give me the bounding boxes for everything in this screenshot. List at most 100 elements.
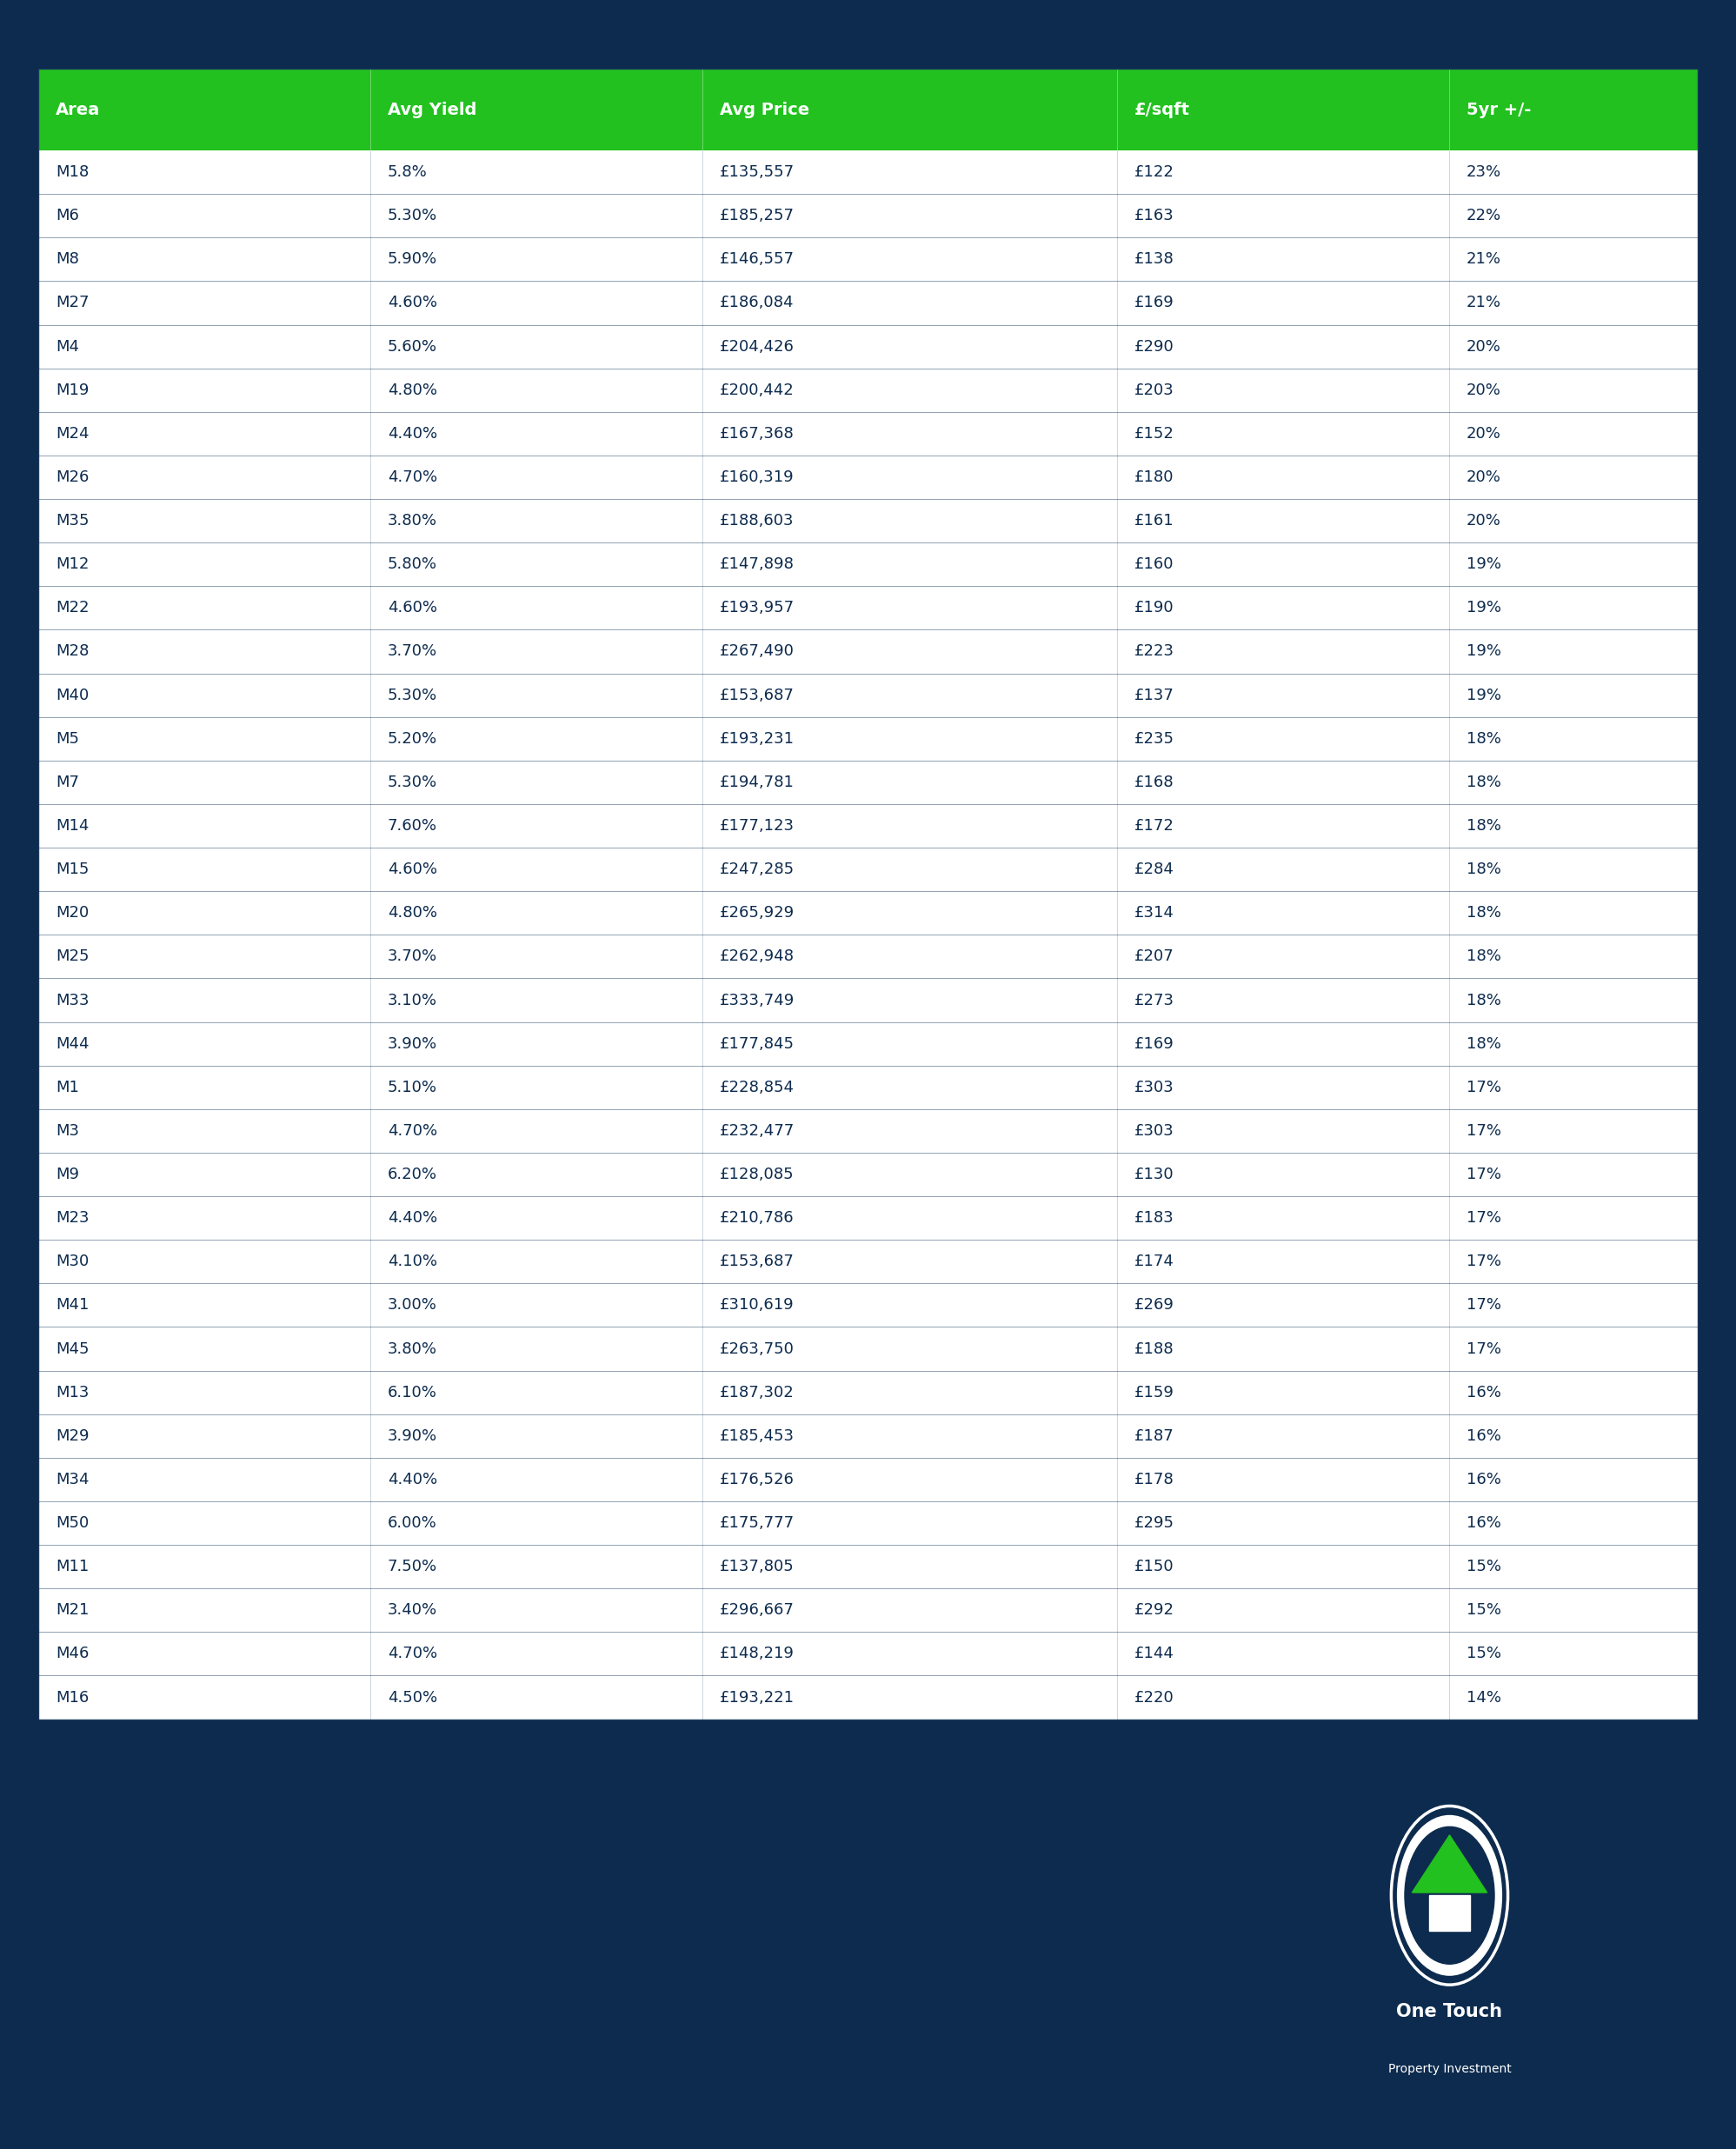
Bar bbox=[38, 892, 1698, 935]
Text: 3.70%: 3.70% bbox=[387, 948, 437, 965]
Text: 4.60%: 4.60% bbox=[387, 294, 437, 312]
Text: 5.30%: 5.30% bbox=[387, 688, 437, 703]
Bar bbox=[38, 456, 1698, 499]
Text: £185,453: £185,453 bbox=[719, 1429, 793, 1444]
Text: M14: M14 bbox=[56, 819, 89, 834]
Text: 4.60%: 4.60% bbox=[387, 600, 437, 617]
Bar bbox=[38, 542, 1698, 587]
Text: 5.30%: 5.30% bbox=[387, 208, 437, 223]
Text: £163: £163 bbox=[1134, 208, 1174, 223]
Text: M15: M15 bbox=[56, 862, 89, 877]
Text: £138: £138 bbox=[1134, 251, 1174, 266]
Bar bbox=[38, 413, 1698, 456]
Text: £295: £295 bbox=[1134, 1515, 1174, 1530]
Text: £207: £207 bbox=[1134, 948, 1174, 965]
Bar bbox=[38, 847, 1698, 892]
Text: M35: M35 bbox=[56, 514, 89, 529]
Text: £290: £290 bbox=[1134, 340, 1174, 355]
Text: M8: M8 bbox=[56, 251, 78, 266]
Text: 16%: 16% bbox=[1467, 1429, 1502, 1444]
Text: £148,219: £148,219 bbox=[719, 1646, 793, 1661]
Text: £303: £303 bbox=[1134, 1124, 1174, 1139]
Bar bbox=[38, 935, 1698, 978]
Text: 3.40%: 3.40% bbox=[387, 1603, 437, 1618]
Text: 3.00%: 3.00% bbox=[387, 1298, 437, 1313]
Text: £172: £172 bbox=[1134, 819, 1174, 834]
Text: £174: £174 bbox=[1134, 1253, 1174, 1270]
Text: 4.70%: 4.70% bbox=[387, 468, 437, 486]
Text: 21%: 21% bbox=[1467, 294, 1502, 312]
Text: M1: M1 bbox=[56, 1079, 78, 1096]
Text: £296,667: £296,667 bbox=[719, 1603, 793, 1618]
Text: M20: M20 bbox=[56, 905, 89, 922]
Text: M23: M23 bbox=[56, 1210, 89, 1225]
Text: M19: M19 bbox=[56, 383, 89, 398]
Text: £152: £152 bbox=[1134, 426, 1174, 441]
Text: £180: £180 bbox=[1134, 468, 1174, 486]
Text: 4.40%: 4.40% bbox=[387, 1472, 437, 1487]
Text: £177,845: £177,845 bbox=[719, 1036, 793, 1051]
Text: £146,557: £146,557 bbox=[719, 251, 793, 266]
Text: M5: M5 bbox=[56, 731, 80, 746]
Text: £153,687: £153,687 bbox=[719, 1253, 793, 1270]
Text: £159: £159 bbox=[1134, 1384, 1174, 1401]
Text: 3.10%: 3.10% bbox=[387, 993, 437, 1008]
Text: 3.80%: 3.80% bbox=[387, 1341, 437, 1356]
Text: 18%: 18% bbox=[1467, 774, 1502, 791]
Text: 16%: 16% bbox=[1467, 1515, 1502, 1530]
Bar bbox=[38, 587, 1698, 630]
Text: 18%: 18% bbox=[1467, 819, 1502, 834]
Text: 17%: 17% bbox=[1467, 1341, 1502, 1356]
Bar bbox=[38, 1588, 1698, 1631]
Text: £168: £168 bbox=[1134, 774, 1174, 791]
Bar bbox=[38, 761, 1698, 804]
Text: £235: £235 bbox=[1134, 731, 1174, 746]
Text: 17%: 17% bbox=[1467, 1124, 1502, 1139]
Text: 6.00%: 6.00% bbox=[387, 1515, 437, 1530]
Bar bbox=[38, 1283, 1698, 1326]
Text: 20%: 20% bbox=[1467, 514, 1502, 529]
Bar bbox=[38, 150, 1698, 193]
Bar bbox=[38, 630, 1698, 673]
Text: £122: £122 bbox=[1134, 163, 1174, 181]
Text: 3.70%: 3.70% bbox=[387, 645, 437, 660]
Text: 23%: 23% bbox=[1467, 163, 1502, 181]
Text: £175,777: £175,777 bbox=[719, 1515, 795, 1530]
Bar bbox=[38, 367, 1698, 413]
Text: 6.10%: 6.10% bbox=[387, 1384, 437, 1401]
Text: 5yr +/-: 5yr +/- bbox=[1467, 101, 1531, 118]
Text: M11: M11 bbox=[56, 1558, 89, 1575]
Text: £193,957: £193,957 bbox=[719, 600, 795, 617]
Bar bbox=[38, 239, 1698, 282]
Text: M7: M7 bbox=[56, 774, 80, 791]
Bar bbox=[1429, 1895, 1470, 1932]
Text: £273: £273 bbox=[1134, 993, 1174, 1008]
Bar bbox=[38, 1631, 1698, 1676]
Text: 4.40%: 4.40% bbox=[387, 1210, 437, 1225]
Text: 4.80%: 4.80% bbox=[387, 905, 437, 922]
Ellipse shape bbox=[1397, 1816, 1502, 1975]
Ellipse shape bbox=[1404, 1827, 1495, 1964]
Text: £188,603: £188,603 bbox=[719, 514, 793, 529]
Text: £265,929: £265,929 bbox=[719, 905, 795, 922]
Text: 20%: 20% bbox=[1467, 340, 1502, 355]
Text: 17%: 17% bbox=[1467, 1253, 1502, 1270]
Text: M13: M13 bbox=[56, 1384, 89, 1401]
Bar bbox=[38, 1328, 1698, 1371]
Text: M28: M28 bbox=[56, 645, 89, 660]
Text: 17%: 17% bbox=[1467, 1210, 1502, 1225]
Text: 19%: 19% bbox=[1467, 688, 1502, 703]
Text: 7.60%: 7.60% bbox=[387, 819, 437, 834]
Text: £147,898: £147,898 bbox=[719, 557, 793, 572]
Text: £203: £203 bbox=[1134, 383, 1174, 398]
Bar bbox=[38, 324, 1698, 367]
Text: £223: £223 bbox=[1134, 645, 1174, 660]
Bar bbox=[38, 1502, 1698, 1545]
Text: £177,123: £177,123 bbox=[719, 819, 793, 834]
Text: M24: M24 bbox=[56, 426, 89, 441]
Text: £284: £284 bbox=[1134, 862, 1174, 877]
Text: £178: £178 bbox=[1134, 1472, 1174, 1487]
Text: £167,368: £167,368 bbox=[719, 426, 793, 441]
Text: £144: £144 bbox=[1134, 1646, 1174, 1661]
Text: M34: M34 bbox=[56, 1472, 89, 1487]
